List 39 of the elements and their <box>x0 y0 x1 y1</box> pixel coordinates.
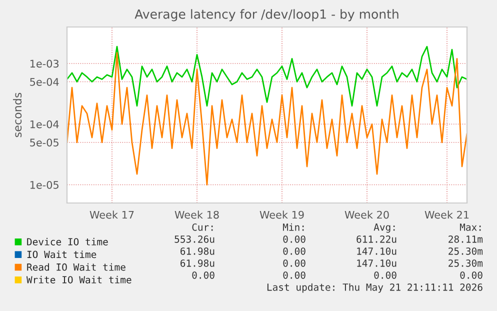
text: 147.10u <box>357 247 396 255</box>
text: Cur: <box>192 223 213 231</box>
legend-label: Device IO time <box>27 238 108 246</box>
legend-label: IO Wait time <box>27 250 96 258</box>
y-tick-label: 5e-05 <box>30 138 58 146</box>
text: 0.00 <box>283 235 306 243</box>
text: 0.00 <box>192 271 214 279</box>
text: 25.30m <box>448 259 483 267</box>
text: 28.11m <box>448 235 483 243</box>
y-tick-label: 1e-04 <box>30 120 59 128</box>
x-tick-label: Week 21 <box>424 210 469 219</box>
text: 0.00 <box>374 271 396 279</box>
text: 0.00 <box>460 271 482 279</box>
text: 0.00 <box>283 259 306 267</box>
text: Avg: <box>374 224 395 233</box>
text: Max: <box>460 224 481 231</box>
text: 61.98u <box>180 247 214 255</box>
text: Min: <box>282 223 304 231</box>
text: 61.98u <box>180 259 214 267</box>
text: 553.26u <box>174 235 214 243</box>
text: 147.10u <box>357 259 396 267</box>
text: Last update: Thu May 21 21:11:11 2026 <box>267 283 482 293</box>
legend-label: Read IO Wait time <box>27 263 126 271</box>
x-tick-label: Week 19 <box>260 210 304 219</box>
line-series <box>67 46 467 107</box>
text: 0.00 <box>283 271 306 279</box>
chart-title: Average latency for /dev/loop1 - by month <box>134 9 398 22</box>
x-tick-label: Week 17 <box>90 210 134 219</box>
legend-label: Write IO Wait time <box>26 276 132 284</box>
y-tick-label: 1e-05 <box>30 180 58 189</box>
y-tick-label: 1e-03 <box>30 60 59 68</box>
line-series <box>67 52 467 186</box>
x-tick-label: Week 18 <box>174 210 219 219</box>
y-axis-title: seconds <box>13 92 22 138</box>
text: 25.30m <box>448 247 483 255</box>
text: 0.00 <box>283 247 306 255</box>
y-tick-label: 5e-04 <box>30 78 59 86</box>
x-tick-label: Week 20 <box>344 210 389 219</box>
text: 611.22u <box>356 235 396 243</box>
